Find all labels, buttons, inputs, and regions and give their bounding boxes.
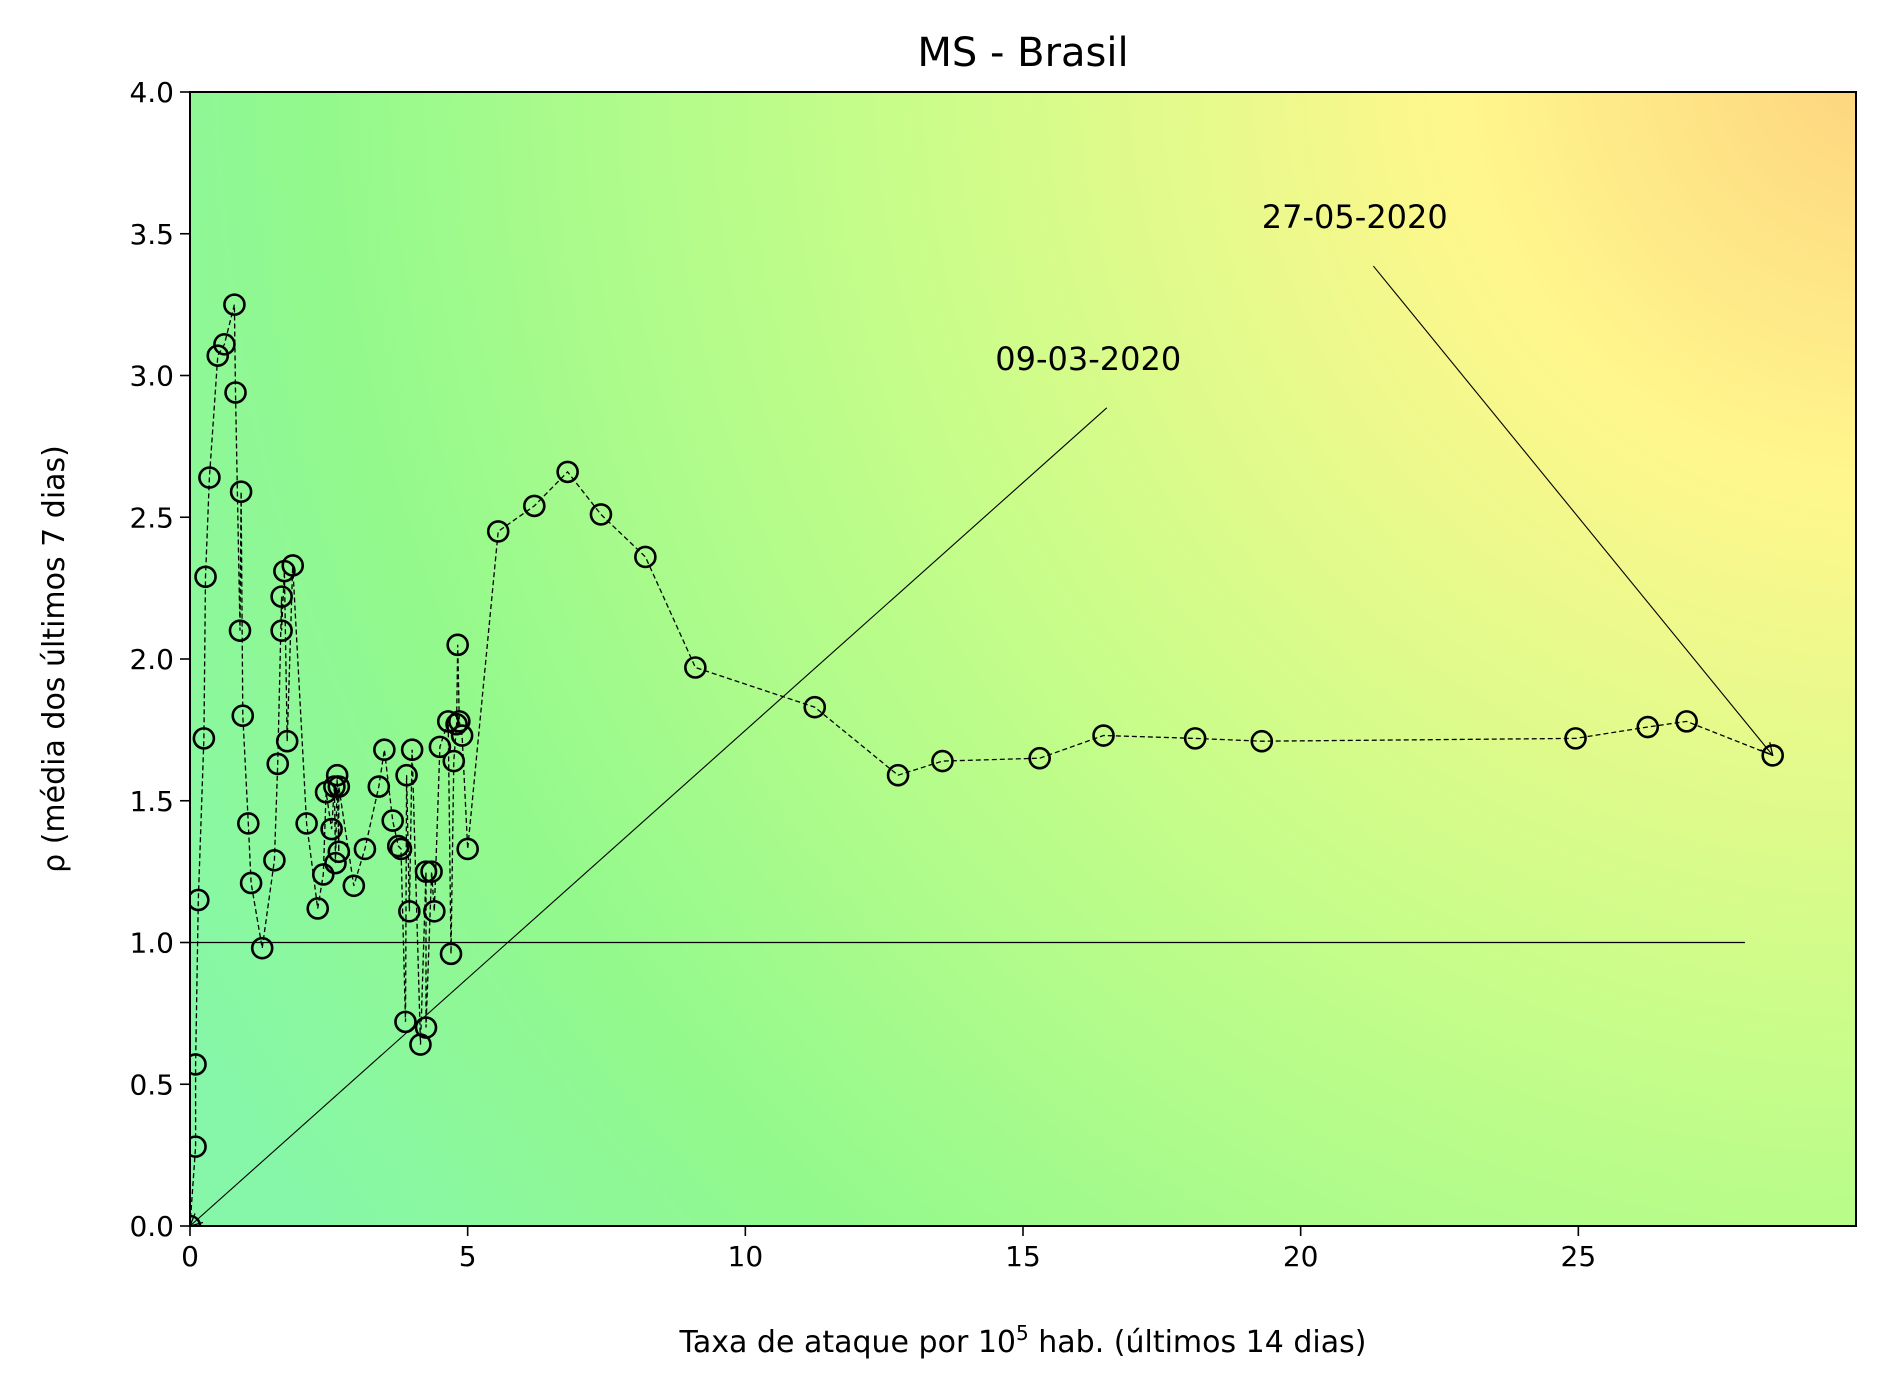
x-tick-label: 10 (728, 1240, 764, 1273)
data-point (803, 695, 827, 719)
data-point (213, 333, 236, 356)
data-point (1250, 729, 1274, 753)
axis-ticks: 0 5 10 15 20 25 0.0 0.5 1.0 1.5 2.0 2.5 3.0 3.5 4.0 (129, 76, 1596, 1273)
data-point (295, 812, 318, 835)
y-tick-label: 2.5 (129, 501, 174, 534)
data-point (386, 834, 410, 858)
data-point (206, 344, 230, 367)
y-tick-label: 0.0 (129, 1210, 174, 1243)
data-point (1028, 746, 1051, 770)
data-point (523, 494, 546, 518)
data-point (456, 837, 479, 861)
data-point (389, 837, 413, 861)
data-point (190, 1053, 207, 1076)
data-point (190, 1135, 207, 1158)
data-point (398, 900, 421, 923)
data-point (231, 704, 255, 728)
data-point (229, 480, 253, 504)
data-point (414, 860, 438, 883)
data-point (428, 735, 452, 759)
data-point (634, 545, 657, 569)
x-tick-label: 5 (459, 1240, 477, 1273)
data-point (353, 837, 377, 861)
data-point (1564, 727, 1587, 750)
data-point (1092, 724, 1115, 747)
data-point (394, 1010, 417, 1034)
data-point (589, 503, 613, 526)
data-point (446, 633, 469, 657)
data-point (228, 619, 252, 642)
data-point (306, 897, 330, 920)
data-point (192, 727, 216, 750)
data-point (420, 860, 443, 883)
data-point (263, 848, 286, 872)
data-point (311, 863, 335, 886)
data-point (450, 724, 474, 747)
data-point (270, 585, 293, 608)
data-point (281, 554, 305, 577)
data-point (325, 763, 349, 787)
data-point (342, 874, 366, 898)
x-axis-label: Taxa de ataque por 105 hab. (últimos 14 … (679, 1321, 1367, 1360)
data-point (270, 619, 293, 642)
data-point (237, 812, 260, 835)
data-point (275, 729, 299, 753)
data-point (373, 738, 396, 762)
data-point (198, 466, 221, 489)
data-point (224, 381, 247, 404)
x-tick-label: 25 (1561, 1240, 1597, 1273)
data-point (1675, 710, 1698, 733)
data-point (239, 871, 263, 895)
data-point (414, 1016, 438, 1039)
data-point (190, 888, 210, 912)
data-point (400, 738, 424, 762)
data-point (423, 900, 446, 923)
annotation-arrow (190, 407, 1108, 1226)
data-point (250, 936, 274, 960)
data-point (223, 293, 246, 316)
data-point (486, 520, 510, 543)
x-tick-label: 0 (181, 1240, 199, 1273)
data-point (442, 749, 466, 773)
data-point (556, 460, 579, 484)
y-tick-label: 3.0 (129, 360, 174, 393)
data-point (439, 942, 463, 966)
chart-title: MS - Brasil (917, 30, 1128, 76)
plot-area (190, 293, 1784, 1226)
plot-background (190, 92, 1856, 1226)
data-point (931, 749, 954, 773)
data-point (320, 817, 343, 841)
annotations: 09-03-2020 27-05-2020 (190, 198, 1773, 1226)
data-point (886, 763, 910, 787)
annotation-arrow (1372, 265, 1772, 755)
y-tick-label: 1.0 (129, 927, 174, 960)
data-point (445, 712, 468, 736)
data-point (266, 752, 290, 776)
data-point (327, 840, 351, 864)
y-tick-label: 2.0 (129, 643, 174, 676)
data-point (381, 809, 404, 832)
annotation-label: 09-03-2020 (995, 340, 1181, 378)
data-point (684, 656, 707, 679)
y-tick-label: 0.5 (129, 1068, 174, 1101)
data-point (194, 565, 217, 589)
x-tick-label: 15 (1005, 1240, 1041, 1273)
data-point (395, 763, 418, 787)
data-point (448, 710, 471, 733)
data-point (1636, 715, 1660, 739)
data-point (324, 851, 347, 875)
data-point (367, 775, 391, 798)
annotation-label: 27-05-2020 (1262, 198, 1448, 236)
x-tick-label: 20 (1283, 1240, 1319, 1273)
y-tick-label: 1.5 (129, 785, 174, 818)
y-tick-label: 3.5 (129, 218, 174, 251)
data-point (327, 775, 351, 798)
y-tick-label: 4.0 (129, 76, 174, 109)
data-point (1183, 727, 1207, 750)
y-axis-label: ρ (média dos últimos 7 dias) (37, 445, 72, 873)
